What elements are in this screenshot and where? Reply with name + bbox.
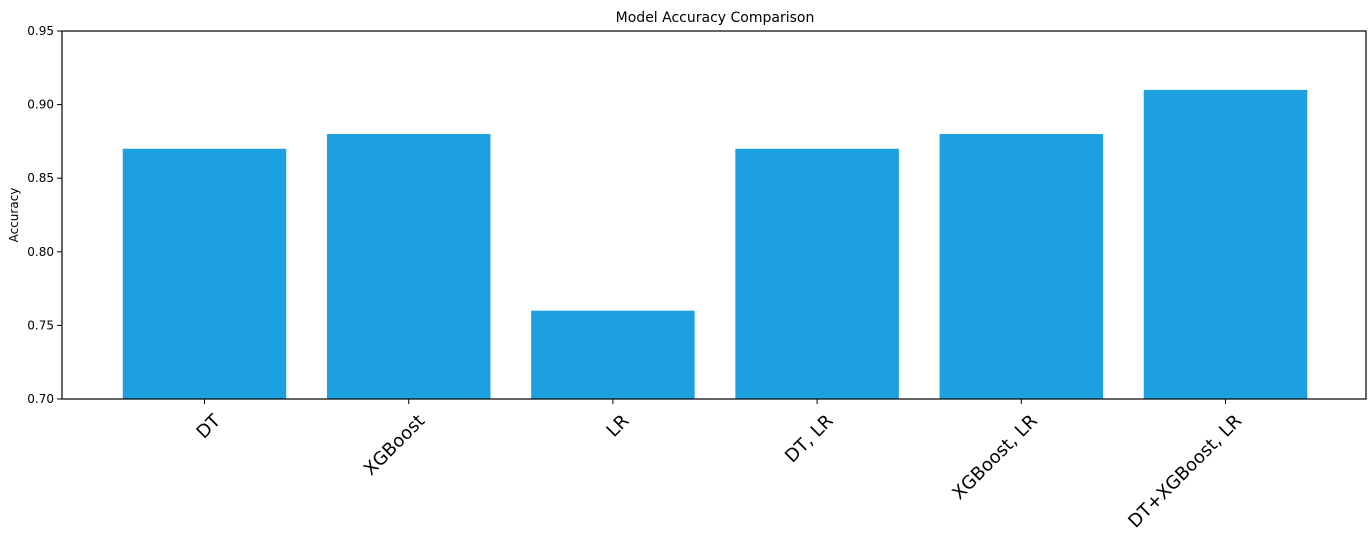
bar-2 [531, 310, 695, 399]
bar-0 [122, 148, 287, 399]
y-axis-label: Accuracy [7, 188, 21, 243]
y-tick-label: 0.85 [27, 171, 54, 185]
y-tick-label: 0.95 [27, 24, 54, 38]
x-tick-label: XGBoost, LR [948, 411, 1041, 504]
plot-frame [61, 30, 1367, 400]
y-tick-label: 0.80 [27, 245, 54, 259]
bar-4 [939, 134, 1104, 400]
chart-title: Model Accuracy Comparison [616, 10, 815, 26]
bars-group [122, 89, 1308, 400]
bar-3 [735, 148, 899, 399]
x-tick-label: DT+XGBoost, LR [1124, 411, 1246, 533]
bar-5 [1143, 89, 1308, 399]
y-axis: 0.70 0.75 0.80 0.85 0.90 0.95 [27, 24, 62, 406]
x-tick-label: LR [603, 411, 634, 442]
x-tick-label: XGBoost [360, 411, 429, 480]
bar-1 [326, 134, 491, 400]
y-tick-label: 0.70 [27, 392, 54, 406]
x-tick-label: DT [193, 410, 226, 443]
y-tick-label: 0.90 [27, 98, 54, 112]
x-axis: DT XGBoost LR DT, LR XGBoost, LR DT+XGBoost, … [193, 399, 1246, 532]
y-tick-label: 0.75 [27, 318, 54, 332]
x-tick-label: DT, LR [781, 411, 837, 467]
